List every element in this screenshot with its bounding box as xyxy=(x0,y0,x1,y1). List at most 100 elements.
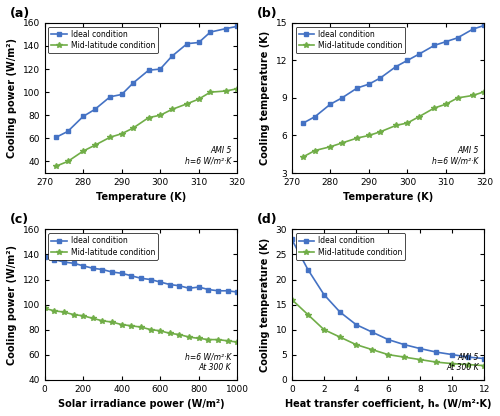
Mid-latitude condition xyxy=(53,163,59,168)
Mid-latitude condition xyxy=(90,316,96,321)
Ideal condition xyxy=(206,287,212,292)
Ideal condition xyxy=(51,257,57,262)
Mid-latitude condition xyxy=(42,306,48,311)
Ideal condition xyxy=(434,349,440,354)
Text: (c): (c) xyxy=(10,213,29,226)
Ideal condition xyxy=(222,26,228,31)
Ideal condition xyxy=(328,102,334,106)
Mid-latitude condition xyxy=(337,334,343,339)
Ideal condition xyxy=(354,85,360,90)
Mid-latitude condition xyxy=(184,101,190,106)
X-axis label: Temperature (K): Temperature (K) xyxy=(96,193,186,203)
Ideal condition xyxy=(118,92,124,97)
Mid-latitude condition xyxy=(196,336,202,341)
Mid-latitude condition xyxy=(51,308,57,313)
Mid-latitude condition xyxy=(215,337,221,342)
Mid-latitude condition xyxy=(138,324,144,329)
Mid-latitude condition xyxy=(128,323,134,328)
Mid-latitude condition xyxy=(353,342,359,347)
Mid-latitude condition xyxy=(305,312,311,317)
Ideal condition xyxy=(157,67,163,72)
Ideal condition xyxy=(443,39,449,44)
Ideal condition xyxy=(234,24,240,29)
Ideal condition xyxy=(130,80,136,85)
Mid-latitude condition xyxy=(434,359,440,364)
Ideal condition xyxy=(196,285,202,290)
Mid-latitude condition xyxy=(61,310,67,314)
Text: (d): (d) xyxy=(257,213,278,226)
Mid-latitude condition xyxy=(130,126,136,131)
Line: Mid-latitude condition: Mid-latitude condition xyxy=(54,86,240,169)
Ideal condition xyxy=(90,266,96,271)
Mid-latitude condition xyxy=(109,319,115,324)
Mid-latitude condition xyxy=(196,97,202,102)
Mid-latitude condition xyxy=(416,114,422,119)
Mid-latitude condition xyxy=(378,129,384,134)
X-axis label: Heat transfer coefficient, hₑ (W/m²·K): Heat transfer coefficient, hₑ (W/m²·K) xyxy=(285,399,492,409)
Mid-latitude condition xyxy=(404,121,410,126)
X-axis label: Solar irradiance power (W/m²): Solar irradiance power (W/m²) xyxy=(58,399,224,409)
Ideal condition xyxy=(176,283,182,288)
Ideal condition xyxy=(339,95,345,100)
Line: Mid-latitude condition: Mid-latitude condition xyxy=(42,305,240,345)
Ideal condition xyxy=(186,286,192,291)
Y-axis label: Cooling temperature (K): Cooling temperature (K) xyxy=(260,31,270,165)
Ideal condition xyxy=(393,64,399,69)
Mid-latitude condition xyxy=(466,362,471,367)
Mid-latitude condition xyxy=(321,327,327,332)
Ideal condition xyxy=(80,263,86,268)
Mid-latitude condition xyxy=(186,334,192,339)
Line: Mid-latitude condition: Mid-latitude condition xyxy=(289,297,488,369)
Ideal condition xyxy=(184,41,190,46)
Ideal condition xyxy=(353,322,359,327)
Ideal condition xyxy=(450,352,456,357)
Mid-latitude condition xyxy=(354,136,360,141)
Ideal condition xyxy=(366,82,372,87)
Line: Ideal condition: Ideal condition xyxy=(42,255,239,294)
Mid-latitude condition xyxy=(289,297,295,302)
Ideal condition xyxy=(215,288,221,293)
Line: Ideal condition: Ideal condition xyxy=(54,24,240,139)
Ideal condition xyxy=(53,135,59,140)
Mid-latitude condition xyxy=(366,133,372,138)
Ideal condition xyxy=(167,282,173,287)
Text: AMI 5
h=6 W/m²·K: AMI 5 h=6 W/m²·K xyxy=(432,146,478,166)
Ideal condition xyxy=(369,329,375,334)
Ideal condition xyxy=(61,260,67,265)
Ideal condition xyxy=(482,356,488,361)
Mid-latitude condition xyxy=(100,318,105,323)
Ideal condition xyxy=(92,107,98,112)
Mid-latitude condition xyxy=(157,113,163,118)
Ideal condition xyxy=(401,342,407,347)
Mid-latitude condition xyxy=(70,312,76,317)
Mid-latitude condition xyxy=(148,327,154,332)
Mid-latitude condition xyxy=(401,354,407,359)
Mid-latitude condition xyxy=(176,332,182,337)
Text: AMI 5
At 300 K: AMI 5 At 300 K xyxy=(446,353,478,372)
Ideal condition xyxy=(148,277,154,282)
Ideal condition xyxy=(337,310,343,314)
Ideal condition xyxy=(482,23,488,28)
Ideal condition xyxy=(454,35,460,40)
Mid-latitude condition xyxy=(418,357,424,362)
Mid-latitude condition xyxy=(339,141,345,146)
Ideal condition xyxy=(378,75,384,80)
X-axis label: Temperature (K): Temperature (K) xyxy=(343,193,434,203)
Line: Ideal condition: Ideal condition xyxy=(302,23,486,125)
Mid-latitude condition xyxy=(80,313,86,318)
Line: Mid-latitude condition: Mid-latitude condition xyxy=(300,89,488,160)
Ideal condition xyxy=(118,271,124,276)
Text: h=6 W/m²·K
At 300 K: h=6 W/m²·K At 300 K xyxy=(185,353,232,372)
Mid-latitude condition xyxy=(432,106,438,111)
Mid-latitude condition xyxy=(328,144,334,149)
Mid-latitude condition xyxy=(470,93,476,98)
Mid-latitude condition xyxy=(393,123,399,128)
Ideal condition xyxy=(416,52,422,57)
Ideal condition xyxy=(109,270,115,275)
Ideal condition xyxy=(157,280,163,285)
Mid-latitude condition xyxy=(300,154,306,159)
Mid-latitude condition xyxy=(92,143,98,148)
Line: Ideal condition: Ideal condition xyxy=(290,238,486,361)
Mid-latitude condition xyxy=(208,90,214,95)
Ideal condition xyxy=(321,292,327,297)
